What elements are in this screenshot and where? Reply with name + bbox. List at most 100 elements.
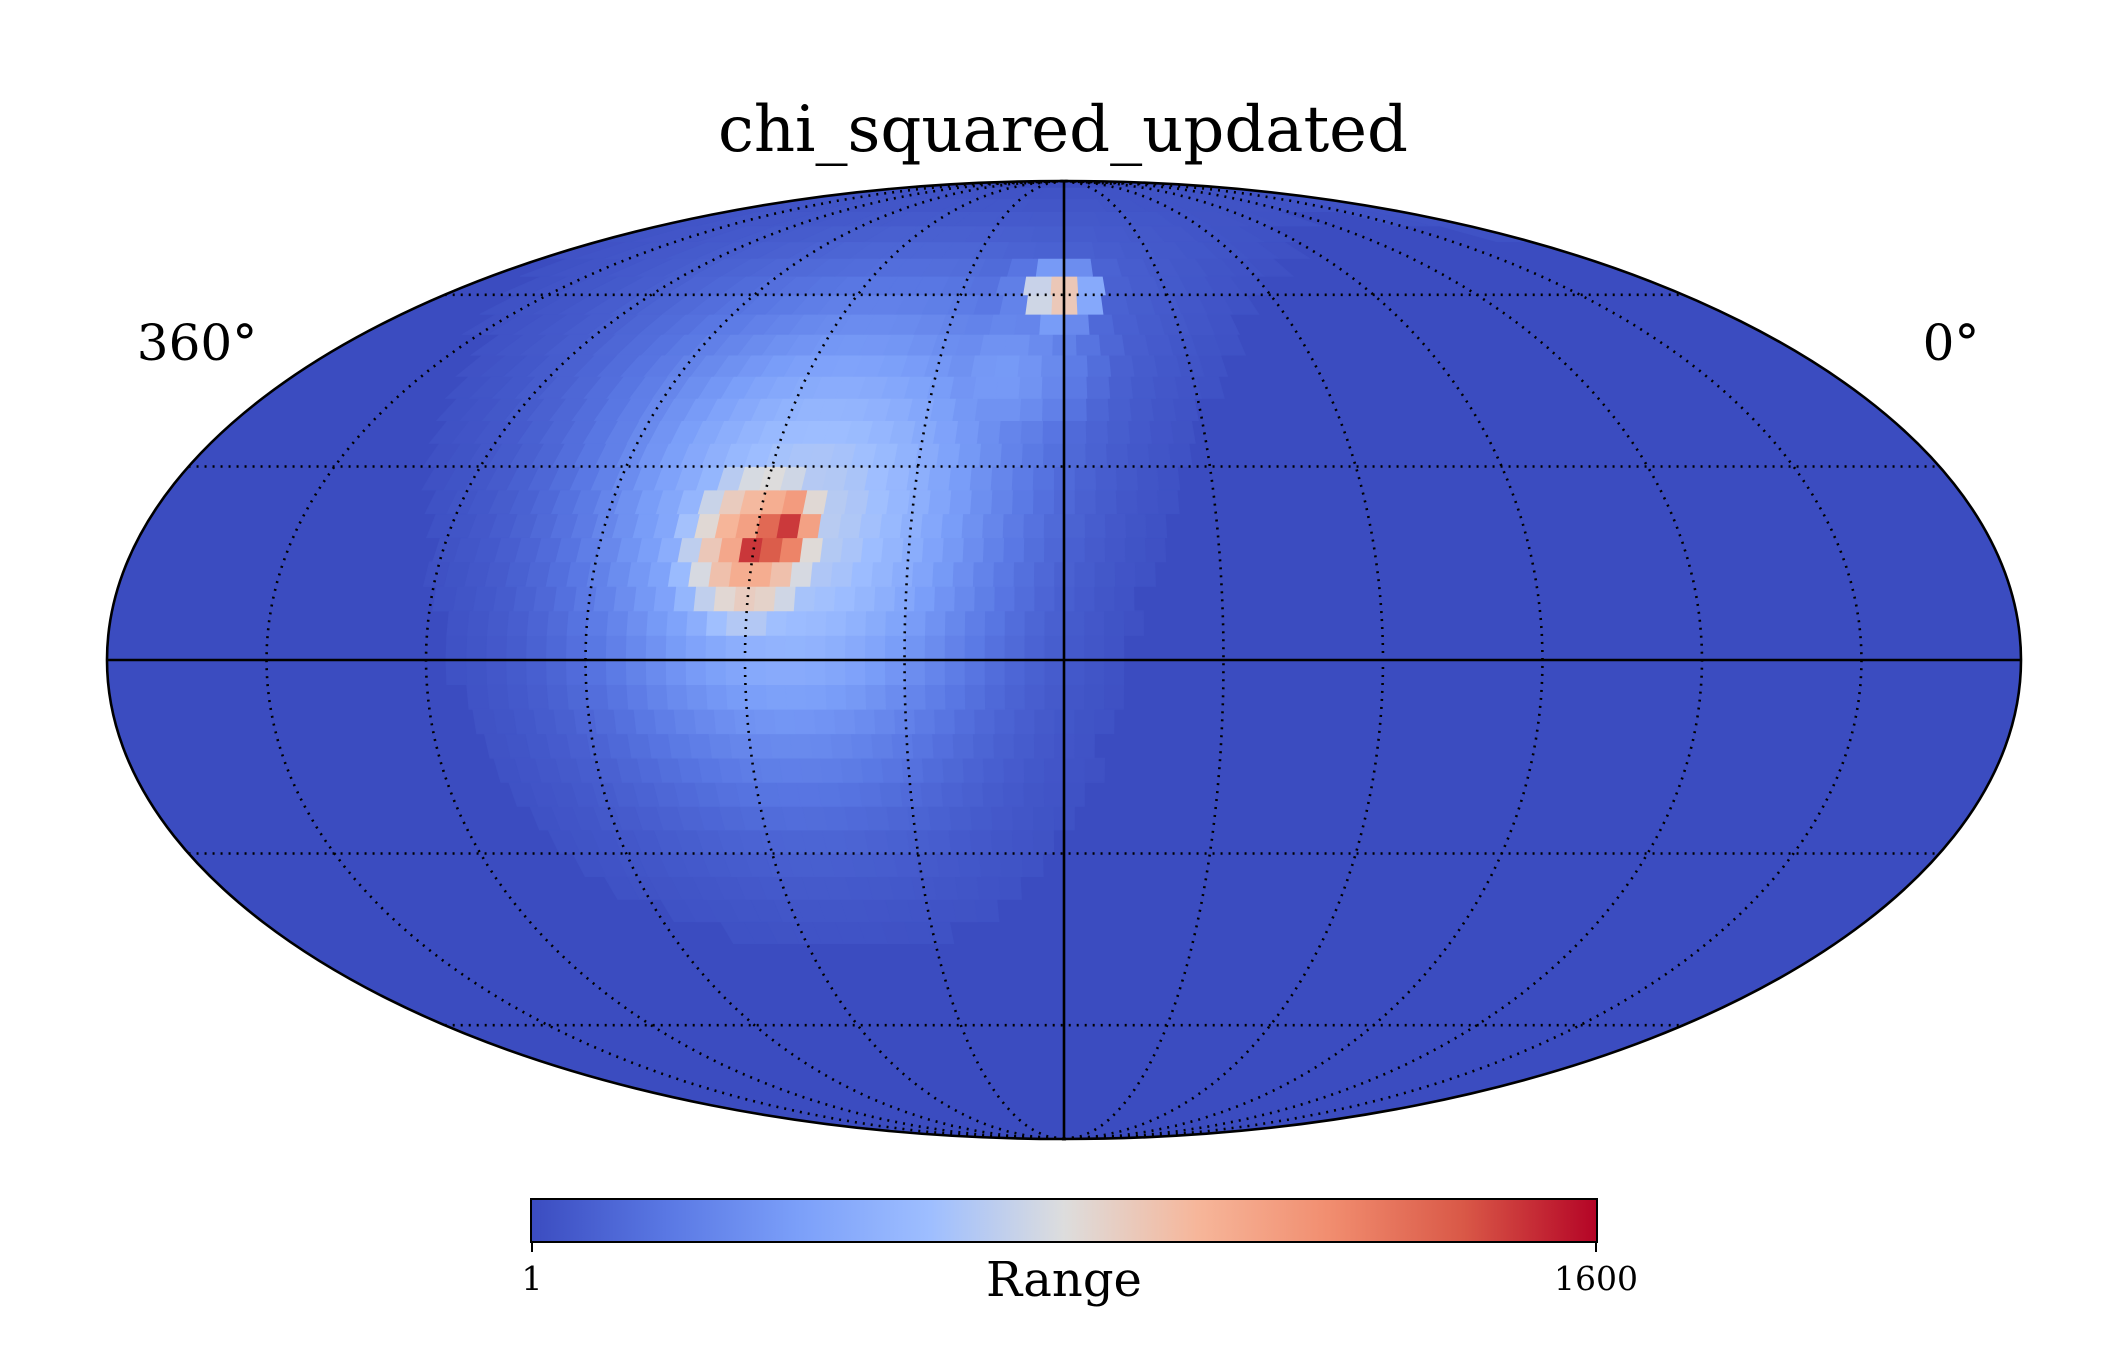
pixel-cell	[744, 610, 767, 636]
pixel-cell	[837, 513, 862, 539]
pixel-cell	[505, 635, 527, 661]
pixel-cell	[604, 659, 627, 685]
pixel-cell	[665, 610, 688, 636]
pixel-cell	[973, 708, 995, 735]
pixel-cell	[1110, 313, 1140, 335]
lon-label-right: 0°	[1923, 314, 1980, 372]
pixel-cell	[961, 537, 984, 563]
pixel-cell	[565, 684, 589, 710]
pixel-cell	[572, 585, 597, 612]
pixel-cell	[837, 781, 862, 807]
pixel-cell	[983, 659, 1005, 685]
pixel-cell	[632, 708, 657, 735]
pixel-cell	[1129, 375, 1157, 399]
pixel-cell	[486, 610, 510, 636]
pixel-cell	[667, 561, 692, 587]
pixel-cell	[1083, 513, 1106, 539]
pixel-cell	[764, 684, 787, 710]
pixel-cell	[989, 466, 1013, 491]
pixel-cell	[859, 757, 884, 783]
pixel-cell	[935, 442, 961, 467]
pixel-cell	[744, 684, 767, 710]
pixel-cell	[465, 659, 488, 685]
pixel-cell	[1085, 375, 1111, 399]
map-outline	[105, 179, 2023, 1141]
pixel-cell	[1085, 354, 1112, 377]
pixel-cell	[1083, 684, 1105, 710]
pixel-cell	[545, 684, 569, 710]
pixel-cell	[728, 733, 753, 759]
pixel-cell	[792, 708, 816, 735]
pixel-cell	[1063, 397, 1087, 422]
pixel-cell	[1022, 275, 1052, 296]
pixel-cell	[931, 733, 954, 759]
pixel-cell	[1040, 354, 1065, 377]
pixel-cell	[884, 684, 906, 710]
pixel-cell	[1022, 513, 1045, 539]
pixel-cell	[988, 313, 1018, 335]
pixel-cell	[994, 375, 1021, 399]
pixel-cell	[687, 561, 712, 587]
pixel-cell	[1032, 489, 1055, 515]
pixel-cell	[625, 684, 648, 710]
pixel-cell	[970, 354, 998, 377]
pixel-cell	[1011, 489, 1034, 515]
pixel-cell	[1042, 442, 1065, 467]
pixel-cell	[1135, 466, 1160, 491]
pixel-cell	[1003, 610, 1025, 636]
pixel-cell	[900, 757, 924, 783]
pixel-cell	[951, 561, 974, 587]
pixel-cell	[1002, 757, 1025, 783]
pixel-cell	[943, 635, 965, 661]
pixel-cell	[976, 876, 1001, 900]
pixel-cell	[864, 489, 890, 515]
colorbar-min-label: 1	[522, 1259, 543, 1298]
pixel-cell	[1083, 635, 1105, 661]
pixel-cell	[1023, 610, 1045, 636]
pixel-cell	[893, 708, 916, 735]
pixel-cell	[885, 489, 911, 515]
pixel-cell	[1127, 420, 1152, 444]
pixel-cell	[844, 610, 867, 636]
pixel-cell	[1020, 853, 1044, 877]
pixel-cell	[728, 561, 753, 587]
pixel-cell	[944, 610, 966, 636]
pixel-cell	[941, 537, 964, 563]
pixel-cell	[989, 829, 1013, 854]
pixel-cell	[971, 375, 999, 399]
pixel-cell	[813, 585, 836, 612]
pixel-cell	[923, 659, 945, 685]
pixel-cell	[893, 585, 916, 612]
pixel-cell	[884, 829, 910, 854]
pixel-cell	[472, 708, 498, 735]
pixel-cell	[983, 684, 1005, 710]
pixel-cell	[819, 757, 844, 783]
pixel-cell	[978, 333, 1007, 356]
pixel-cell	[1156, 489, 1180, 515]
pixel-cell	[1156, 466, 1181, 491]
pixel-cell	[968, 829, 993, 854]
pixel-cell	[1001, 781, 1024, 807]
pixel-cell	[884, 610, 906, 636]
pixel-cell	[951, 899, 978, 923]
pixel-cell	[784, 635, 806, 661]
pixel-cell	[978, 853, 1002, 877]
pixel-cell	[784, 684, 807, 710]
pixel-cell	[947, 829, 972, 854]
pixel-cell	[1094, 489, 1117, 515]
pixel-cell	[948, 489, 972, 515]
pixel-cell	[1093, 585, 1115, 612]
pixel-cell	[532, 708, 557, 735]
pixel-cell	[956, 853, 982, 877]
pixel-cell	[914, 853, 940, 877]
pixel-cell	[857, 781, 883, 807]
pixel-cell	[906, 489, 931, 515]
pixel-cell	[1010, 466, 1034, 491]
pixel-cell	[1031, 829, 1055, 854]
pixel-cell	[1030, 225, 1065, 243]
pixel-cell	[859, 537, 884, 563]
pixel-cell	[772, 585, 796, 612]
pixel-cell	[1012, 561, 1035, 587]
pixel-cell	[993, 585, 1015, 612]
pixel-cell	[963, 659, 985, 685]
